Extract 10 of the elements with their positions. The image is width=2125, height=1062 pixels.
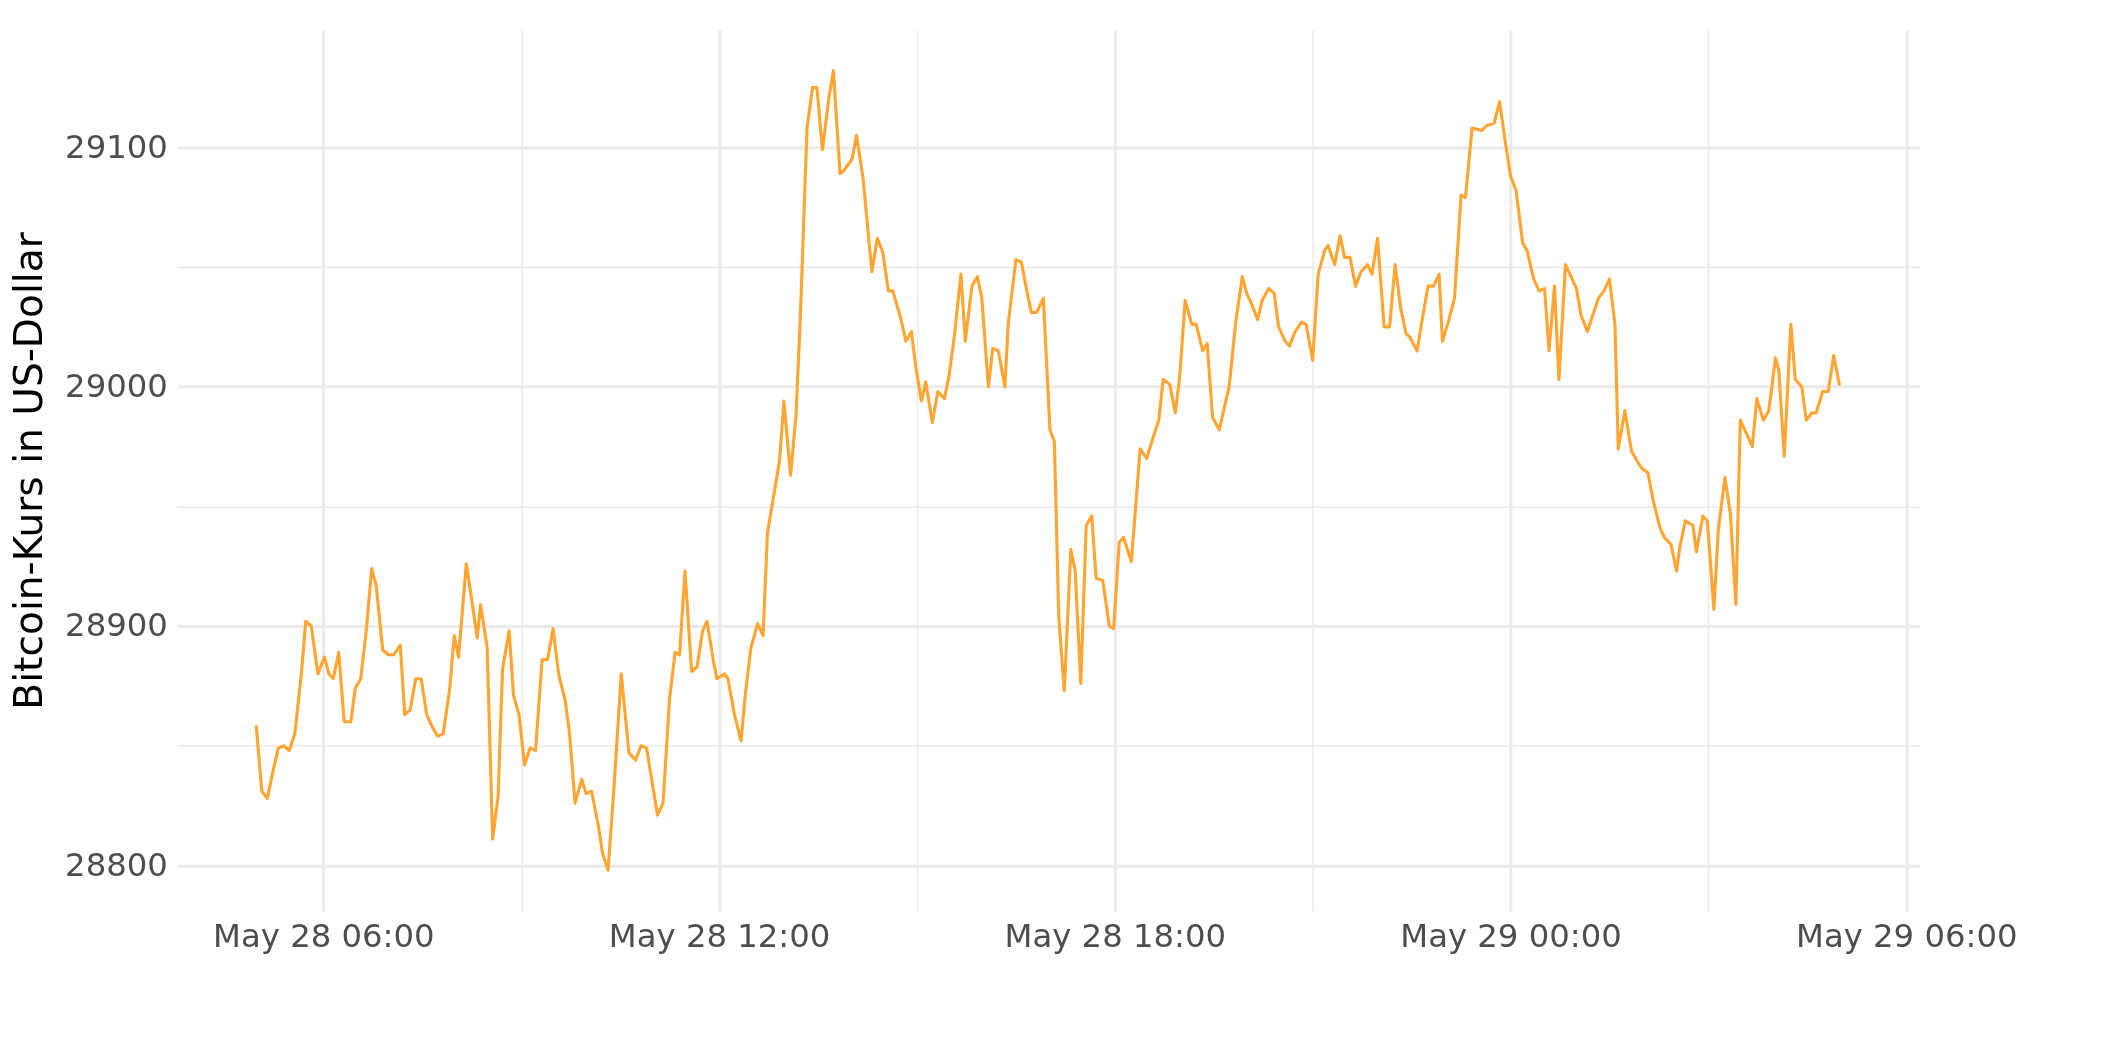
- x-tick-label: May 29 00:00: [1400, 916, 1622, 955]
- y-axis-title: Bitcoin-Kurs in US-Dollar: [5, 231, 51, 710]
- x-tick-label: May 28 12:00: [608, 916, 831, 955]
- y-tick-label: 28900: [65, 606, 168, 645]
- y-tick-label: 28800: [65, 845, 168, 884]
- x-tick-label: May 28 06:00: [213, 916, 435, 955]
- y-tick-label: 29000: [65, 366, 168, 405]
- x-tick-label: May 28 18:00: [1004, 916, 1227, 955]
- y-tick-label: 29100: [65, 127, 168, 166]
- x-tick-label: May 29 06:00: [1796, 916, 2018, 955]
